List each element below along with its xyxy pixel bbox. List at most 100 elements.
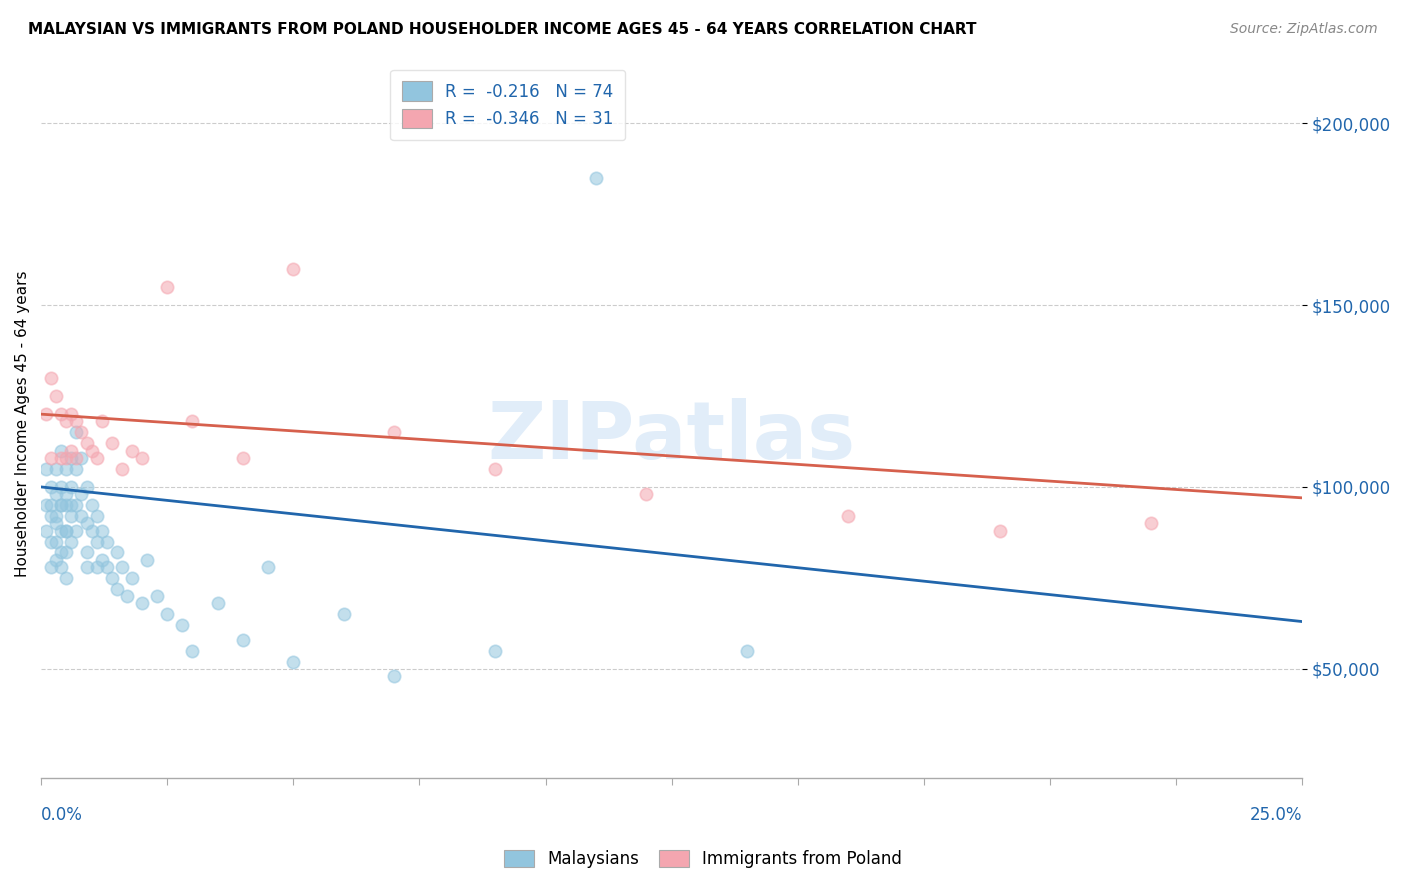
Point bbox=[70, 487, 93, 501]
Point bbox=[232, 450, 254, 465]
Point bbox=[257, 560, 280, 574]
Point bbox=[283, 655, 305, 669]
Point bbox=[156, 280, 179, 294]
Point bbox=[90, 524, 112, 538]
Point bbox=[65, 414, 87, 428]
Point bbox=[55, 450, 77, 465]
Text: ZIPatlas: ZIPatlas bbox=[488, 399, 856, 476]
Point bbox=[35, 498, 58, 512]
Point bbox=[55, 461, 77, 475]
Point bbox=[70, 425, 93, 440]
Point bbox=[60, 443, 83, 458]
Point bbox=[111, 560, 134, 574]
Point bbox=[121, 443, 143, 458]
Legend: R =  -0.216   N = 74, R =  -0.346   N = 31: R = -0.216 N = 74, R = -0.346 N = 31 bbox=[391, 70, 626, 140]
Point bbox=[45, 516, 67, 531]
Point bbox=[65, 461, 87, 475]
Point bbox=[207, 596, 229, 610]
Point bbox=[156, 607, 179, 622]
Point bbox=[35, 524, 58, 538]
Point bbox=[55, 487, 77, 501]
Point bbox=[65, 498, 87, 512]
Point bbox=[65, 425, 87, 440]
Point bbox=[51, 524, 73, 538]
Point bbox=[111, 461, 134, 475]
Point bbox=[45, 389, 67, 403]
Point bbox=[51, 560, 73, 574]
Point bbox=[136, 552, 159, 566]
Point bbox=[45, 509, 67, 524]
Text: 0.0%: 0.0% bbox=[41, 806, 83, 824]
Point bbox=[45, 487, 67, 501]
Point bbox=[60, 480, 83, 494]
Point bbox=[232, 632, 254, 647]
Point bbox=[51, 407, 73, 421]
Point bbox=[76, 560, 98, 574]
Point bbox=[86, 560, 108, 574]
Point bbox=[45, 461, 67, 475]
Point bbox=[51, 498, 73, 512]
Point bbox=[86, 450, 108, 465]
Point bbox=[80, 498, 103, 512]
Point bbox=[105, 582, 128, 596]
Point bbox=[65, 524, 87, 538]
Point bbox=[45, 552, 67, 566]
Point bbox=[39, 450, 62, 465]
Point bbox=[382, 425, 405, 440]
Point bbox=[55, 498, 77, 512]
Point bbox=[181, 414, 204, 428]
Point bbox=[39, 371, 62, 385]
Point bbox=[86, 509, 108, 524]
Point bbox=[484, 461, 506, 475]
Point bbox=[484, 643, 506, 657]
Point bbox=[737, 643, 759, 657]
Point bbox=[146, 589, 169, 603]
Point bbox=[51, 545, 73, 559]
Text: Source: ZipAtlas.com: Source: ZipAtlas.com bbox=[1230, 22, 1378, 37]
Point bbox=[382, 669, 405, 683]
Point bbox=[70, 509, 93, 524]
Point bbox=[76, 545, 98, 559]
Point bbox=[837, 509, 859, 524]
Point bbox=[585, 170, 607, 185]
Point bbox=[51, 480, 73, 494]
Point bbox=[60, 407, 83, 421]
Text: MALAYSIAN VS IMMIGRANTS FROM POLAND HOUSEHOLDER INCOME AGES 45 - 64 YEARS CORREL: MALAYSIAN VS IMMIGRANTS FROM POLAND HOUS… bbox=[28, 22, 977, 37]
Point bbox=[35, 407, 58, 421]
Point bbox=[55, 545, 77, 559]
Point bbox=[35, 461, 58, 475]
Point bbox=[39, 509, 62, 524]
Point bbox=[80, 524, 103, 538]
Point bbox=[45, 534, 67, 549]
Point bbox=[988, 524, 1011, 538]
Point bbox=[76, 436, 98, 450]
Point bbox=[60, 450, 83, 465]
Point bbox=[121, 571, 143, 585]
Point bbox=[60, 534, 83, 549]
Point bbox=[90, 414, 112, 428]
Point bbox=[131, 450, 153, 465]
Point bbox=[51, 450, 73, 465]
Point bbox=[39, 560, 62, 574]
Point bbox=[115, 589, 138, 603]
Point bbox=[70, 450, 93, 465]
Point bbox=[60, 498, 83, 512]
Point bbox=[39, 498, 62, 512]
Legend: Malaysians, Immigrants from Poland: Malaysians, Immigrants from Poland bbox=[498, 843, 908, 875]
Point bbox=[96, 560, 118, 574]
Point bbox=[96, 534, 118, 549]
Point bbox=[39, 480, 62, 494]
Point bbox=[131, 596, 153, 610]
Point bbox=[181, 643, 204, 657]
Point bbox=[55, 571, 77, 585]
Point bbox=[76, 480, 98, 494]
Point bbox=[172, 618, 194, 632]
Text: 25.0%: 25.0% bbox=[1250, 806, 1302, 824]
Point bbox=[1140, 516, 1163, 531]
Y-axis label: Householder Income Ages 45 - 64 years: Householder Income Ages 45 - 64 years bbox=[15, 270, 30, 576]
Point bbox=[55, 414, 77, 428]
Point bbox=[39, 534, 62, 549]
Point bbox=[60, 509, 83, 524]
Point bbox=[51, 443, 73, 458]
Point bbox=[65, 450, 87, 465]
